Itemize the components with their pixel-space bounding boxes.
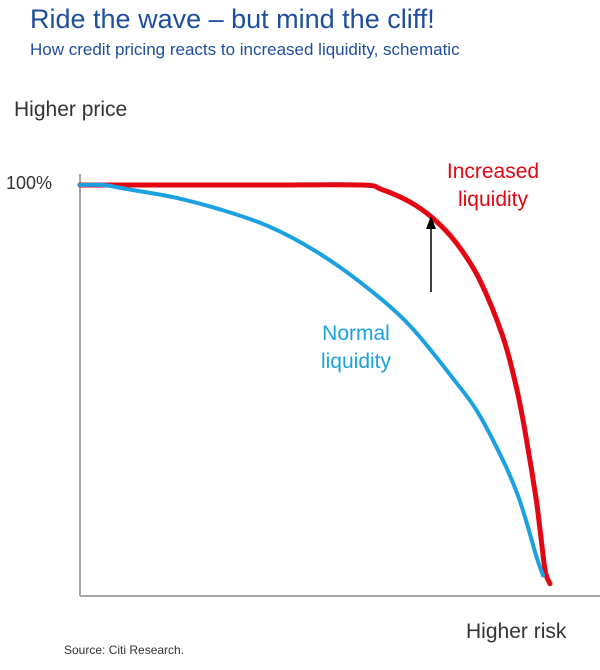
- chart-subtitle: How credit pricing reacts to increased l…: [30, 40, 460, 59]
- shift-arrow-head: [426, 216, 436, 229]
- series-line-normal-liquidity: [78, 182, 545, 578]
- source-note: Source: Citi Research.: [64, 643, 185, 657]
- annotation-normal-liquidity: Normal liquidity: [320, 322, 392, 373]
- y-tick-label: 100%: [6, 173, 53, 193]
- annotation-increased-liquidity: Increased liquidity: [446, 160, 540, 211]
- chart-title: Ride the wave – but mind the cliff!: [30, 4, 435, 34]
- x-axis-label: Higher risk: [466, 620, 567, 643]
- y-axis-label: Higher price: [14, 98, 128, 121]
- series-line-increased-liquidity: [77, 182, 553, 587]
